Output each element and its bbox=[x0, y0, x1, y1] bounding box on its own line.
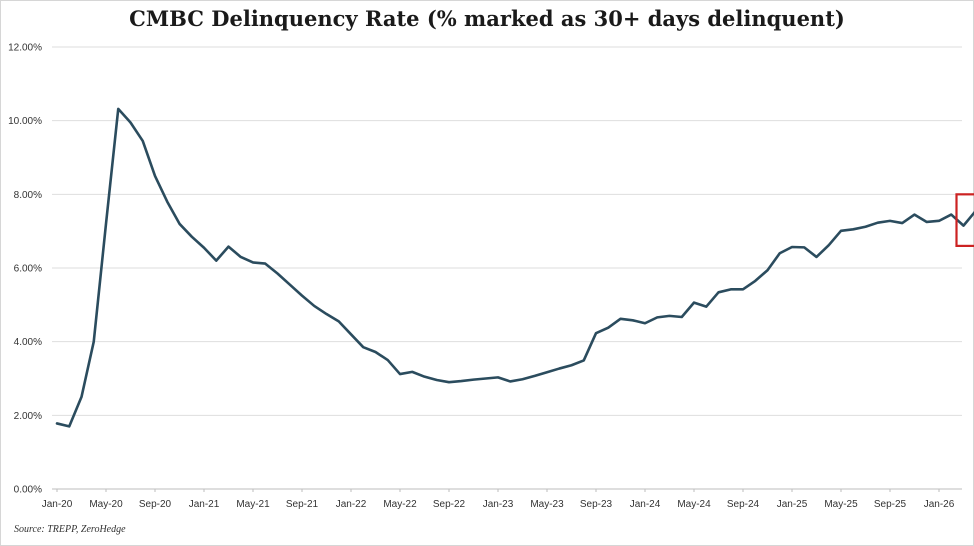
x-tick-label: May-23 bbox=[530, 499, 564, 510]
highlight-box bbox=[955, 193, 974, 247]
x-tick-label: Jan-20 bbox=[42, 499, 73, 510]
y-tick-label: 8.00% bbox=[14, 190, 42, 201]
x-tick-label: Sep-24 bbox=[727, 499, 760, 510]
x-axis-ticks: Jan-20 May-20 Sep-20 Jan-21 May-21 Sep-21 Jan-… bbox=[42, 489, 955, 510]
x-tick-label: May-24 bbox=[677, 499, 711, 510]
x-tick-label: May-25 bbox=[824, 499, 858, 510]
x-tick-label: Sep-25 bbox=[874, 499, 907, 510]
x-tick-label: May-20 bbox=[89, 499, 123, 510]
x-tick-label: Sep-20 bbox=[139, 499, 172, 510]
y-axis-ticks: 0.00% 2.00% 4.00% 6.00% 8.00% 10.00% 12.00% bbox=[8, 43, 42, 496]
gridlines bbox=[52, 46, 962, 416]
series-group bbox=[55, 107, 974, 428]
x-tick-label: Jan-24 bbox=[630, 499, 661, 510]
y-tick-label: 10.00% bbox=[8, 116, 42, 127]
y-tick-label: 12.00% bbox=[8, 43, 42, 54]
x-tick-label: Jan-26 bbox=[924, 499, 955, 510]
series-line bbox=[55, 107, 974, 428]
x-tick-label: Jan-25 bbox=[777, 499, 808, 510]
y-tick-label: 2.00% bbox=[14, 411, 42, 422]
source-note: Source: TREPP, ZeroHedge bbox=[14, 524, 126, 535]
x-tick-label: May-21 bbox=[236, 499, 270, 510]
x-tick-label: Jan-22 bbox=[336, 499, 367, 510]
y-tick-label: 0.00% bbox=[14, 485, 42, 496]
x-tick-label: Jan-21 bbox=[189, 499, 220, 510]
x-tick-label: May-22 bbox=[383, 499, 417, 510]
x-tick-label: Sep-22 bbox=[433, 499, 466, 510]
x-tick-label: Sep-23 bbox=[580, 499, 613, 510]
y-tick-label: 6.00% bbox=[14, 264, 42, 275]
chart-title: CMBC Delinquency Rate (% marked as 30+ d… bbox=[129, 6, 845, 31]
x-tick-label: Sep-21 bbox=[286, 499, 319, 510]
x-tick-label: Jan-23 bbox=[483, 499, 514, 510]
annotations bbox=[955, 193, 974, 247]
y-tick-label: 4.00% bbox=[14, 337, 42, 348]
